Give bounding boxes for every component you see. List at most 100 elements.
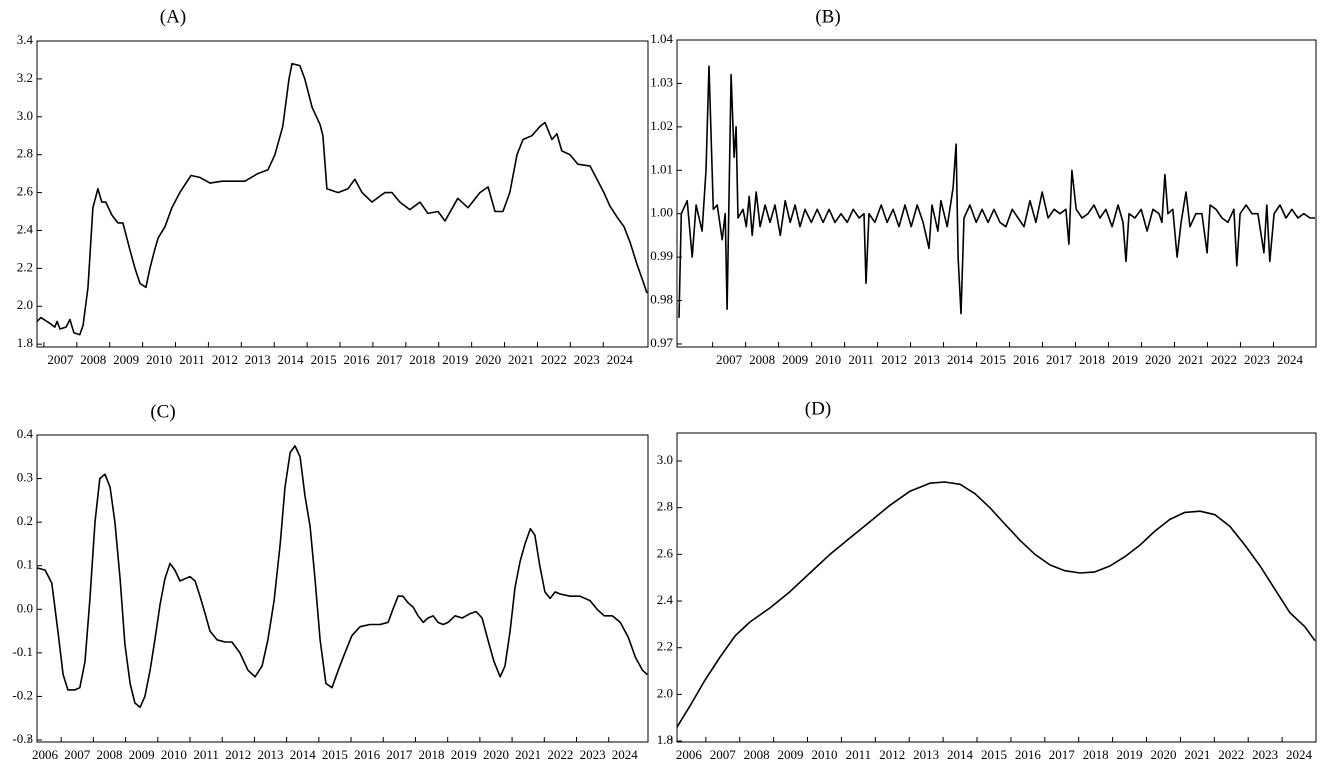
x-tick-label: 2023: [1244, 352, 1270, 367]
plot-frame: [36, 40, 649, 348]
x-tick-label: 2017: [1046, 352, 1073, 367]
x-tick-label: 2012: [879, 747, 905, 762]
x-tick-label: 2015: [980, 352, 1006, 367]
x-tick-label: 2016: [1015, 747, 1042, 762]
panel-title: (B): [815, 6, 840, 27]
series-line: [676, 481, 1316, 728]
x-tick-label: 2022: [1218, 747, 1244, 762]
x-tick-label: 2021: [515, 747, 541, 762]
y-tick-label: 1.03: [650, 74, 673, 89]
x-tick-label: 2015: [311, 352, 337, 367]
x-tick-label: 2007: [47, 352, 74, 367]
x-tick-label: 2017: [386, 747, 413, 762]
x-tick-label: 2009: [129, 747, 155, 762]
x-tick-label: 2015: [322, 747, 348, 762]
x-tick-label: 2022: [1211, 352, 1237, 367]
x-tick-label: 2014: [947, 747, 974, 762]
panel: (A) 1.8 2.0 2.2 2.4 2.6 2.8 3.0 3.2 3.4 2007 2008 20…: [17, 6, 649, 367]
y-tick-label: 1.04: [650, 31, 673, 46]
series-line: [36, 445, 648, 709]
x-tick-label: 2013: [245, 352, 271, 367]
y-tick-label: 0.98: [650, 292, 673, 307]
x-tick-label: 2024: [1286, 747, 1313, 762]
plot-frame: [676, 432, 1317, 743]
x-tick-label: 2013: [914, 352, 940, 367]
x-tick-label: 2016: [1013, 352, 1040, 367]
x-tick-label: 2009: [782, 352, 808, 367]
x-tick-label: 2012: [212, 352, 238, 367]
y-tick-label: 2.4: [657, 592, 674, 607]
x-tick-label: 2023: [574, 352, 600, 367]
x-tick-label: 2018: [1083, 747, 1109, 762]
y-tick-label: 2.2: [17, 259, 33, 274]
y-tick-label: 3.2: [17, 70, 33, 85]
x-tick-label: 2010: [161, 747, 187, 762]
x-tick-label: 2007: [64, 747, 91, 762]
x-tick-label: 2012: [225, 747, 251, 762]
y-tick-label: 1.02: [650, 118, 673, 133]
x-tick-label: 2008: [96, 747, 122, 762]
x-tick-label: 2022: [547, 747, 573, 762]
y-tick-label: 1.8: [657, 732, 673, 747]
plot-frame: [676, 39, 1317, 348]
x-tick-label: 2024: [1277, 352, 1304, 367]
y-tick-label: 2.6: [657, 545, 674, 560]
x-tick-label: 2013: [258, 747, 284, 762]
y-tick-label: -0.2: [12, 687, 33, 702]
y-tick-label: 0.97: [650, 335, 673, 350]
panel-title: (C): [150, 401, 175, 422]
x-tick-label: 2008: [749, 352, 775, 367]
x-tick-label: 2020: [1150, 747, 1176, 762]
panel: (B) 0.97 0.98 0.99 1.00 1.01 1.02 1.03 1.04 2007 2…: [650, 6, 1317, 367]
x-tick-label: 2009: [778, 747, 804, 762]
y-tick-label: 0.2: [17, 513, 33, 528]
y-tick-label: 2.4: [17, 221, 34, 236]
y-tick-label: 2.0: [17, 297, 33, 312]
x-tick-label: 2019: [451, 747, 477, 762]
series-line: [36, 62, 648, 336]
x-tick-label: 2019: [442, 352, 468, 367]
y-tick-label: 1.01: [650, 161, 673, 176]
x-tick-label: 2010: [811, 747, 837, 762]
y-tick-label: 2.2: [657, 639, 673, 654]
panel: (C) -0.3 -0.2 -0.1 0.0 0.1 0.2 0.3 0.4 2006 2007 20…: [12, 401, 649, 762]
y-tick-label: 1.8: [17, 335, 33, 350]
y-tick-label: 2.6: [17, 184, 34, 199]
x-tick-label: 2012: [881, 352, 907, 367]
x-tick-label: 2024: [612, 747, 639, 762]
x-tick-label: 2011: [846, 747, 872, 762]
x-tick-label: 2017: [1049, 747, 1076, 762]
x-tick-label: 2009: [113, 352, 139, 367]
x-tick-label: 2015: [981, 747, 1007, 762]
x-tick-label: 2018: [1079, 352, 1105, 367]
y-tick-label: 3.4: [17, 32, 34, 47]
x-tick-label: 2017: [376, 352, 403, 367]
y-tick-label: 0.4: [17, 426, 34, 441]
x-tick-label: 2023: [580, 747, 606, 762]
plot-frame: [36, 434, 649, 743]
x-tick-label: 2014: [947, 352, 974, 367]
x-tick-label: 2019: [1117, 747, 1143, 762]
x-tick-label: 2011: [848, 352, 874, 367]
x-tick-label: 2006: [676, 747, 703, 762]
y-tick-label: 0.99: [650, 248, 673, 263]
x-tick-label: 2008: [744, 747, 770, 762]
y-tick-label: -0.1: [12, 644, 33, 659]
y-tick-label: 3.0: [657, 452, 673, 467]
x-tick-label: 2024: [607, 352, 634, 367]
y-tick-label: -0.3: [12, 731, 33, 746]
x-tick-label: 2016: [354, 747, 381, 762]
x-tick-label: 2021: [1184, 747, 1210, 762]
panel-title: (A): [160, 6, 186, 27]
x-tick-label: 2020: [483, 747, 509, 762]
y-tick-label: 2.0: [657, 685, 673, 700]
x-tick-label: 2006: [32, 747, 59, 762]
y-tick-label: 0.1: [17, 557, 33, 572]
y-tick-label: 3.0: [17, 108, 33, 123]
x-tick-label: 2014: [290, 747, 317, 762]
x-tick-label: 2007: [716, 352, 743, 367]
x-tick-label: 2021: [1178, 352, 1204, 367]
y-tick-label: 2.8: [17, 146, 33, 161]
